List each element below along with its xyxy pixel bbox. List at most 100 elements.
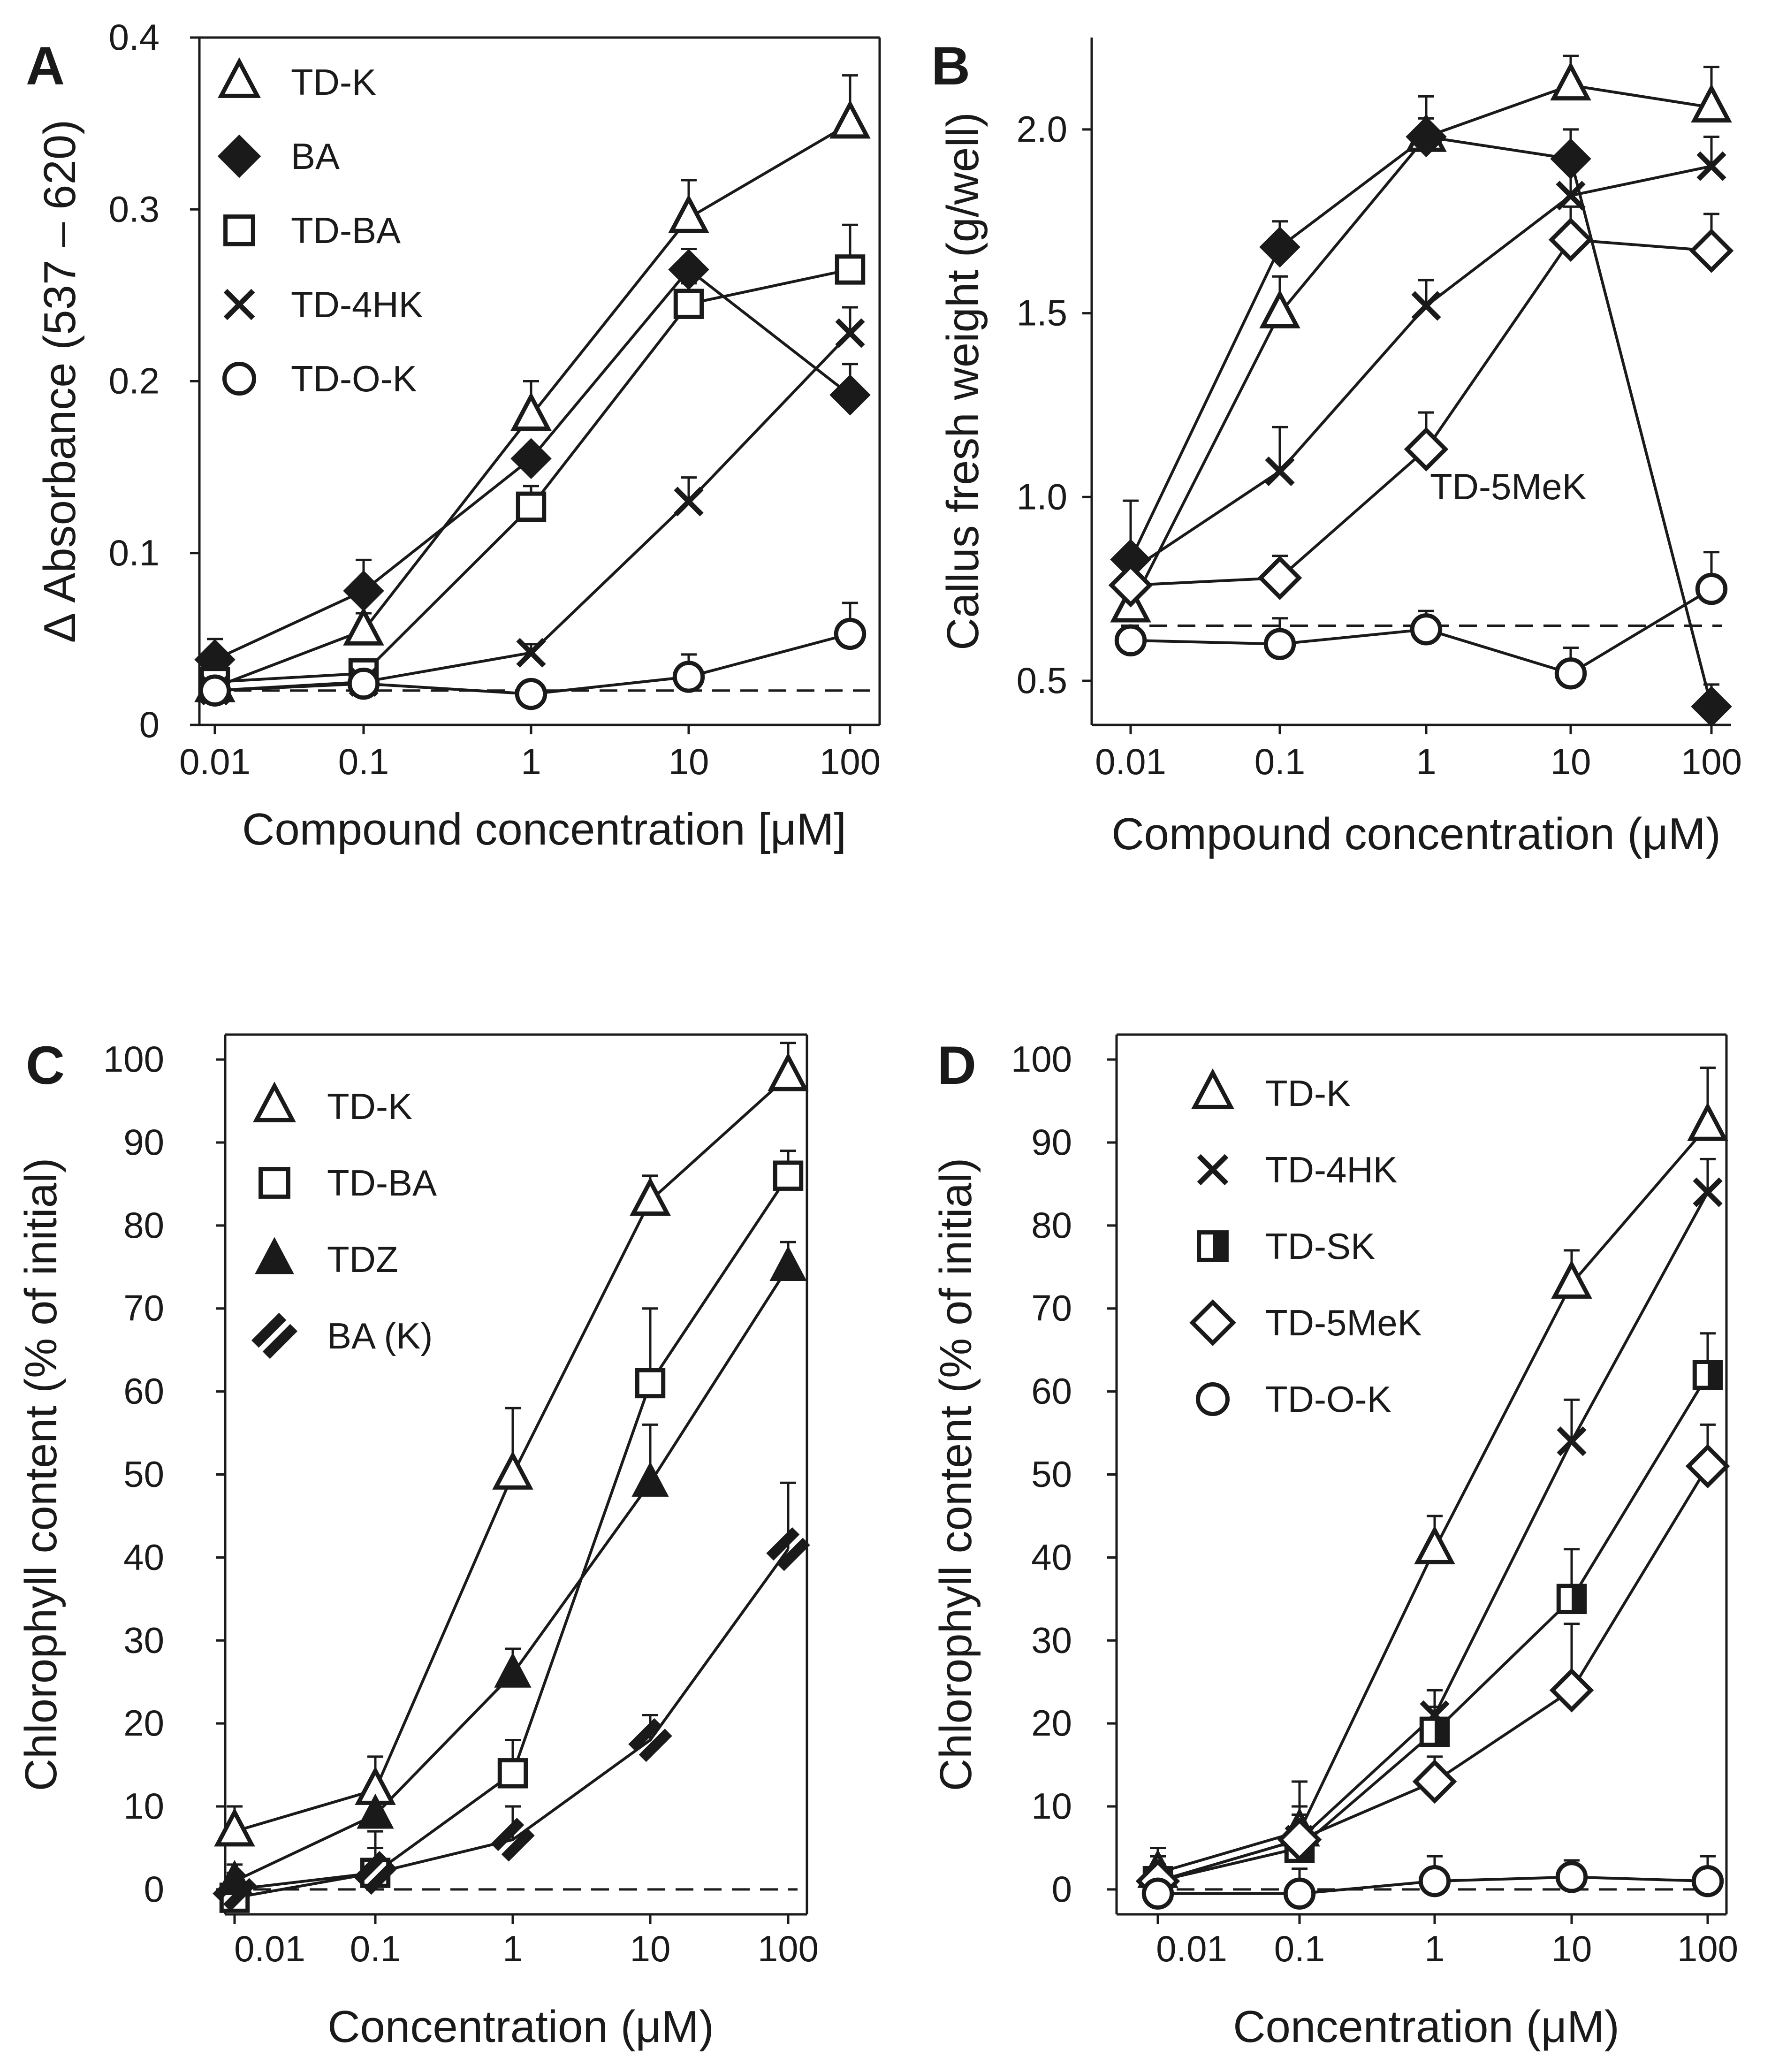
panel-a-x-tick-label: 10 — [669, 741, 709, 782]
data-point — [1263, 628, 1296, 660]
legend-label: TD-K — [327, 1086, 412, 1127]
data-point — [1695, 572, 1728, 605]
panel-d-x-tick-label: 0.01 — [1156, 1928, 1227, 1969]
panel-a-y-tick-label: 0.2 — [109, 360, 160, 402]
data-point — [635, 1368, 666, 1399]
panel-b-y-tick-label: 2.0 — [1017, 108, 1067, 150]
panel-c-y-tick-label: 90 — [123, 1121, 164, 1163]
panel-b-x-tick-label: 0.01 — [1095, 741, 1166, 782]
panel-b-letter: B — [931, 36, 970, 96]
data-point — [353, 1851, 397, 1895]
panel-a-y-axis-title: Δ Absorbance (537 – 620) — [35, 120, 85, 643]
data-point — [674, 487, 704, 517]
legend-marker — [223, 289, 255, 320]
panel-a-legend: TD-K BA TD-BA TD-4HK TD-O-K — [217, 57, 423, 399]
legend-marker — [253, 1081, 296, 1122]
legend-marker — [222, 362, 256, 396]
panel-c-y-tick-label: 100 — [103, 1038, 164, 1080]
data-point — [1410, 613, 1443, 646]
panel-a-x-tick-label: 0.01 — [179, 741, 251, 782]
data-point — [630, 1177, 671, 1216]
panel-c-markers-td-k — [214, 1052, 809, 1847]
panel-c: C 0 10 20 30 40 50 60 70 80 90 100 0.01 0.1 1 10 100 Conc… — [16, 1033, 819, 2052]
data-point — [768, 1052, 809, 1091]
data-point — [1277, 1817, 1322, 1862]
legend-label: TD-5MeK — [1265, 1302, 1422, 1343]
data-point — [516, 638, 546, 668]
panel-c-y-axis-title: Chlorophyll content (% of initial) — [16, 1158, 66, 1791]
data-point — [1551, 1260, 1592, 1299]
data-point — [343, 570, 384, 612]
data-point — [668, 194, 709, 233]
data-point — [766, 1527, 810, 1571]
data-point — [1691, 1865, 1724, 1897]
panel-b-markers-td-5mek — [1108, 217, 1734, 608]
panel-c-x-axis-title: Concentration (μM) — [327, 2002, 714, 2052]
panel-d-y-axis-title: Chlorophyll content (% of initial) — [931, 1158, 981, 1791]
panel-b-y-axis-title: Callus fresh weight (g/well) — [938, 112, 988, 650]
panel-b: B 0.5 1.0 1.5 2.0 0.01 0.1 1 10 100 Compound conce… — [931, 36, 1742, 859]
data-point — [1108, 563, 1153, 608]
data-point — [1406, 116, 1447, 158]
data-point — [510, 392, 552, 431]
panel-b-x-tick-label: 10 — [1551, 741, 1591, 782]
panel-c-y-tick-label: 30 — [123, 1619, 164, 1661]
panel-a-letter: A — [26, 36, 65, 96]
legend-marker — [217, 134, 261, 178]
data-point — [1257, 556, 1302, 600]
panel-c-x-tick-label: 10 — [630, 1928, 671, 1969]
panel-c-y-tick-label: 10 — [123, 1785, 164, 1827]
data-point — [1414, 1525, 1455, 1564]
legend-label: TD-BA — [291, 210, 401, 251]
data-point — [1693, 1177, 1723, 1207]
data-point — [829, 99, 871, 139]
data-point — [1696, 151, 1726, 181]
legend-label: TD-K — [291, 61, 376, 103]
panel-a-y-tick-label: 0.4 — [109, 16, 160, 58]
data-point — [1691, 686, 1732, 727]
panel-d-legend: TD-K TD-4HK TD-SK TD-5MeK TD-O-K — [1189, 1068, 1422, 1420]
panel-c-x-tick-label: 0.01 — [234, 1928, 305, 1969]
panel-d-x-tick-label: 0.1 — [1274, 1928, 1325, 1969]
panel-c-x-tick-label: 1 — [502, 1928, 523, 1969]
data-point — [1114, 624, 1147, 657]
panel-c-legend: TD-K TD-BA TDZ BA (K) — [251, 1081, 437, 1359]
legend-label: BA (K) — [327, 1315, 433, 1356]
legend-label: TD-SK — [1265, 1226, 1375, 1267]
panel-d-x-tick-label: 1 — [1424, 1928, 1444, 1969]
panel-a-x-tick-label: 100 — [820, 741, 881, 782]
data-point — [357, 1793, 394, 1829]
data-point — [510, 438, 552, 480]
data-point — [834, 617, 867, 650]
data-point — [1283, 1877, 1316, 1910]
panel-c-y-tick-label: 80 — [123, 1204, 164, 1246]
panel-a-x-tick-label: 1 — [521, 741, 541, 782]
panel-c-markers-ba-k- — [213, 1527, 810, 1912]
data-point — [1404, 427, 1449, 472]
data-point — [1556, 1584, 1587, 1615]
panel-d-y-tick-label: 90 — [1031, 1121, 1072, 1163]
panel-c-y-tick-label: 40 — [123, 1536, 164, 1577]
panel-b-x-tick-label: 100 — [1681, 741, 1742, 782]
data-point — [1548, 217, 1593, 262]
legend-marker — [255, 1237, 294, 1274]
data-point — [347, 667, 380, 700]
legend-label: TD-O-K — [291, 358, 417, 399]
panel-a-markers-td-o-k — [198, 617, 867, 710]
data-point — [1265, 456, 1295, 487]
data-point — [835, 254, 866, 285]
data-point — [494, 1652, 532, 1688]
data-point-fill — [1572, 1586, 1585, 1612]
data-point — [1557, 1426, 1587, 1456]
data-point — [1555, 1861, 1588, 1893]
data-point — [1419, 1716, 1450, 1747]
legend-label: TD-O-K — [1265, 1379, 1391, 1420]
data-point — [214, 1807, 255, 1847]
legend-marker — [1196, 1382, 1230, 1416]
panel-d-x-axis-title: Concentration (μM) — [1233, 2002, 1619, 2052]
legend-marker — [1191, 1068, 1234, 1109]
data-point — [1550, 138, 1591, 180]
data-point — [628, 1718, 672, 1762]
data-point — [1141, 1877, 1174, 1910]
